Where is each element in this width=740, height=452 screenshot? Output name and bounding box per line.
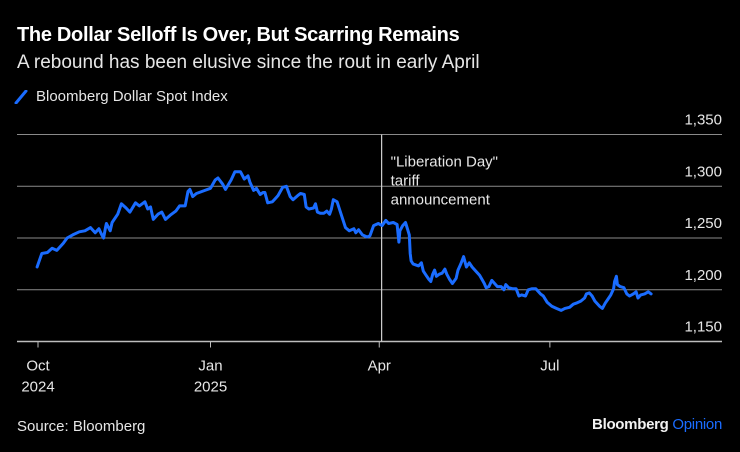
gridlines xyxy=(17,134,722,343)
annotation-liberation-day: "Liberation Day" tariff announcement xyxy=(381,134,498,342)
x-axis: Oct 2024 Jan 2025 Apr Jul xyxy=(21,341,559,396)
series-group xyxy=(35,170,653,312)
y-axis-ticks: 1,350 1,300 1,250 1,200 1,150 xyxy=(684,112,722,336)
y-tick-label: 1,150 xyxy=(684,319,722,336)
x-tick-label: Apr xyxy=(368,358,391,375)
annotation-text: announcement xyxy=(391,192,491,209)
brand-logo: Bloomberg Opinion xyxy=(592,416,722,433)
x-tick-label: Jul xyxy=(540,358,559,375)
series-line-bloomberg-dollar-spot-index xyxy=(35,170,653,312)
legend-line-icon xyxy=(14,89,28,104)
annotation-text: tariff xyxy=(391,173,421,190)
x-tick-year-label: 2024 xyxy=(21,379,54,396)
x-tick-label: Oct xyxy=(26,358,50,375)
brand-secondary: Opinion xyxy=(672,416,722,433)
brand-primary: Bloomberg xyxy=(592,416,669,433)
chart-title: The Dollar Selloff Is Over, But Scarring… xyxy=(17,24,460,46)
x-tick-label: Jan xyxy=(198,358,222,375)
chart-subtitle: A rebound has been elusive since the rou… xyxy=(17,52,480,73)
y-tick-label: 1,350 xyxy=(684,112,722,129)
annotation-text: "Liberation Day" xyxy=(391,154,498,171)
y-tick-label: 1,300 xyxy=(684,163,722,180)
y-tick-label: 1,200 xyxy=(684,267,722,284)
y-tick-label: 1,250 xyxy=(684,215,722,232)
x-tick-year-label: 2025 xyxy=(194,379,227,396)
source-note: Source: Bloomberg xyxy=(17,418,146,435)
legend: Bloomberg Dollar Spot Index xyxy=(14,88,228,105)
legend-label: Bloomberg Dollar Spot Index xyxy=(36,88,228,105)
